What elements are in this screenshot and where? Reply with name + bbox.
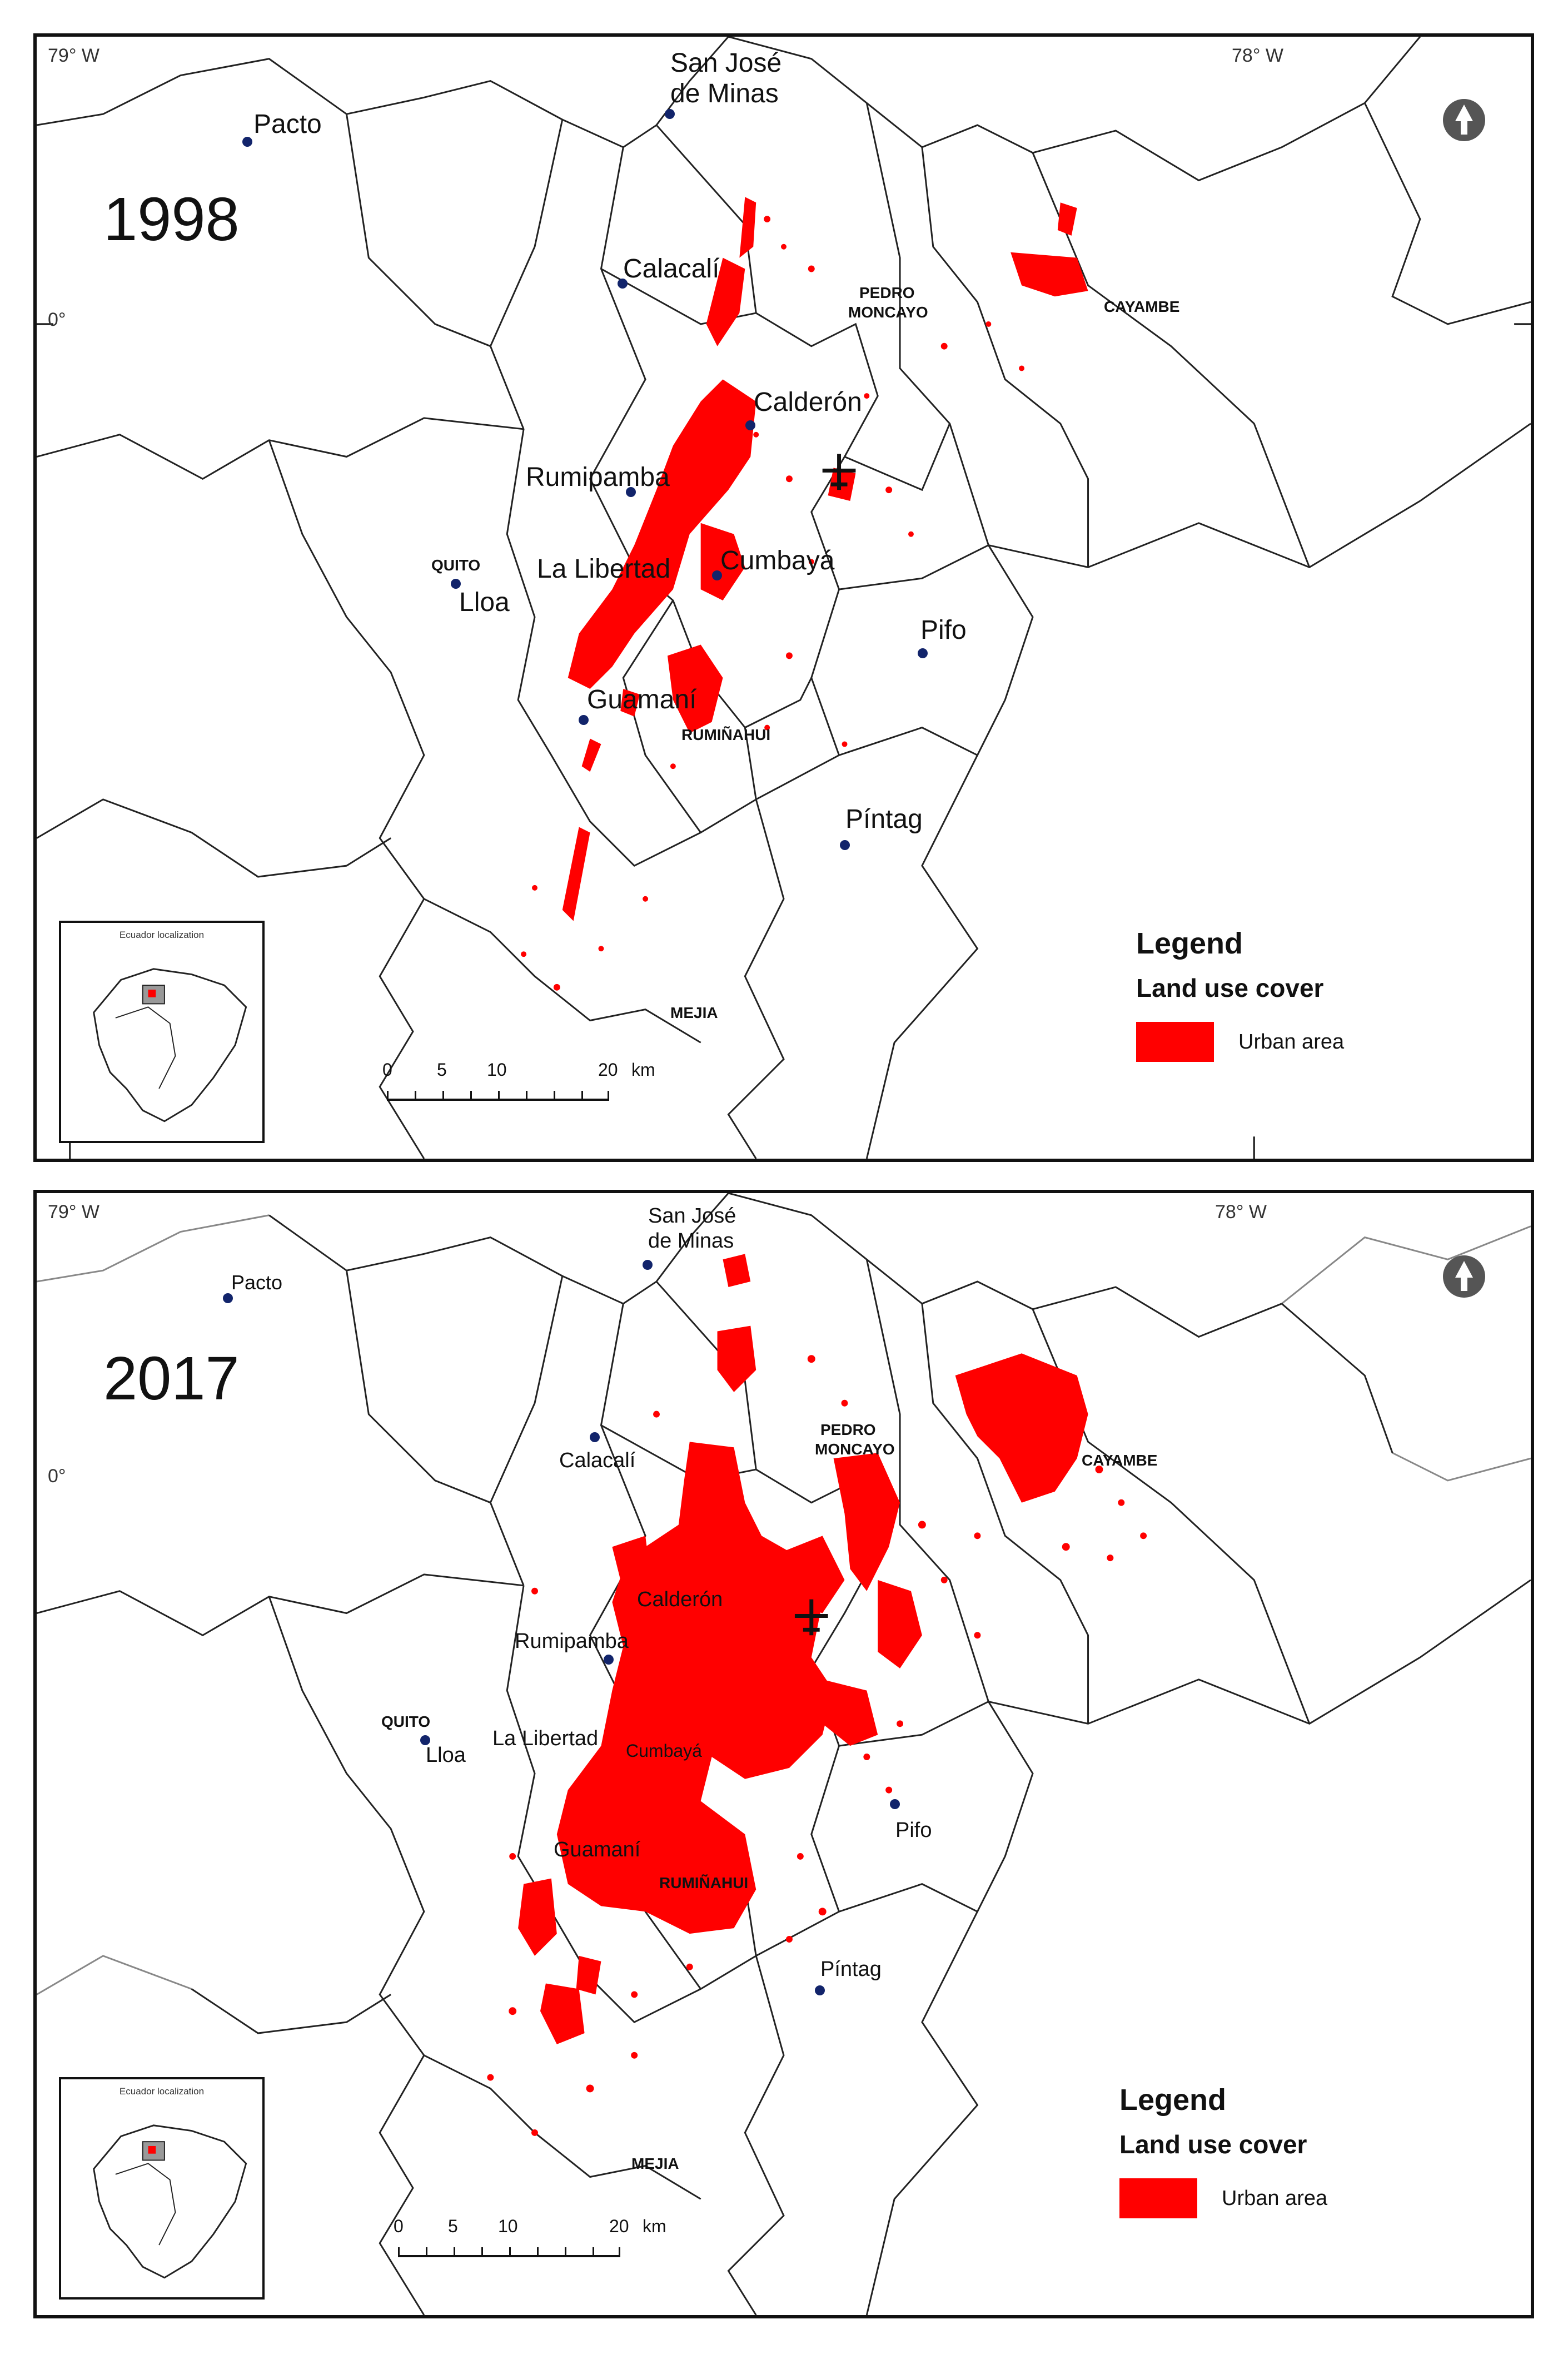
scale-tick-0: 0 [382, 1060, 392, 1080]
longitude-label-east: 78° W [1232, 45, 1283, 66]
north-arrow-icon [1443, 1255, 1485, 1298]
place-label: San José [648, 1204, 736, 1228]
place-label: Cumbayá [626, 1741, 702, 1761]
urban-area-swatch [1136, 1022, 1214, 1062]
town-marker [712, 570, 722, 580]
place-label: Calderón [637, 1588, 723, 1611]
place-label: MONCAYO [848, 304, 928, 321]
scale-tick-5: 5 [448, 2216, 458, 2236]
legend-subtitle: Land use cover [1119, 2130, 1307, 2159]
legend-item-label: Urban area [1222, 2186, 1328, 2210]
place-label: QUITO [381, 1713, 431, 1730]
town-marker [451, 579, 461, 589]
latitude-label: 0° [48, 1466, 66, 1487]
place-label: CAYAMBE [1104, 298, 1180, 315]
inset-title: Ecuador localization [119, 2086, 205, 2097]
town-marker [643, 1260, 653, 1270]
town-marker [579, 715, 589, 725]
place-label: San José [670, 48, 782, 78]
scale-bar: 0 5 10 20 km [394, 2216, 704, 2283]
ecuador-outline [93, 2124, 247, 2279]
town-marker [840, 840, 850, 850]
town-marker [745, 420, 755, 430]
place-label: Rumipamba [526, 463, 670, 492]
parish-boundaries [37, 1193, 1531, 2315]
town-marker [890, 1799, 900, 1809]
scale-bar: 0 5 10 20 km [382, 1060, 693, 1126]
place-label: PEDRO [820, 1421, 876, 1438]
ecuador-inset-map: Ecuador localization [59, 921, 265, 1143]
place-label: Lloa [459, 588, 510, 617]
place-label: de Minas [648, 1229, 734, 1253]
place-label: MEJIA [670, 1004, 718, 1021]
place-label: Pifo [895, 1819, 932, 1842]
place-label: Calacalí [559, 1449, 636, 1472]
place-label: de Minas [670, 79, 779, 108]
legend-title: Legend [1119, 2083, 1227, 2117]
scale-tick-10: 10 [487, 1060, 507, 1080]
place-label: MONCAYO [815, 1441, 895, 1458]
town-marker [815, 1985, 825, 1995]
place-label: RUMIÑAHUI [681, 726, 771, 743]
town-marker [918, 648, 928, 658]
place-label: Pacto [231, 1271, 283, 1294]
place-label: CAYAMBE [1082, 1452, 1158, 1469]
airplane-icon [794, 1599, 828, 1636]
place-label: La Libertad [537, 554, 671, 584]
legend-item-label: Urban area [1238, 1030, 1345, 1054]
longitude-label-east: 78° W [1215, 1201, 1267, 1223]
urban-area-1998 [562, 197, 1088, 921]
urban-area-2017 [518, 1254, 1088, 2044]
town-marker [242, 137, 252, 147]
place-label: Rumipamba [515, 1630, 629, 1653]
scale-tick-5: 5 [437, 1060, 447, 1080]
airplane-icon [822, 454, 856, 490]
place-label: Píntag [820, 1958, 882, 1981]
place-label: RUMIÑAHUI [659, 1874, 749, 1891]
ecuador-inset-map: Ecuador localization [59, 2077, 265, 2300]
place-label: La Libertad [492, 1727, 599, 1750]
place-label: Calacalí [623, 254, 720, 284]
scale-tick-20: 20 [609, 2216, 629, 2236]
ecuador-outline [93, 968, 247, 1123]
longitude-label-west: 79° W [48, 1201, 99, 1223]
town-marker [618, 279, 628, 289]
town-marker [590, 1432, 600, 1442]
place-label: Calderón [754, 388, 862, 417]
scale-tick-20: 20 [598, 1060, 618, 1080]
place-label: Pifo [920, 615, 967, 645]
year-title: 2017 [103, 1344, 240, 1413]
urban-area-swatch [1119, 2178, 1197, 2218]
town-marker [665, 109, 675, 119]
parish-boundaries [37, 37, 1531, 1159]
map-panel-1998: 1998 79° W 78° W 0° Pacto San José de Mi… [33, 33, 1534, 1162]
town-marker [420, 1735, 430, 1745]
place-label: Pacto [253, 110, 322, 139]
town-marker [223, 1293, 233, 1303]
legend: Legend Land use cover Urban area [1119, 2083, 1408, 2249]
north-arrow-icon [1443, 99, 1485, 141]
town-marker [604, 1655, 614, 1665]
longitude-label-west: 79° W [48, 45, 99, 66]
place-label: Guamaní [587, 685, 697, 714]
map-panel-2017: 2017 79° W 78° W 0° Pacto San José de Mi… [33, 1190, 1534, 2318]
inset-title: Ecuador localization [119, 930, 205, 940]
place-label: Lloa [426, 1744, 466, 1767]
place-label: PEDRO [859, 284, 915, 301]
place-label: Píntag [845, 804, 923, 834]
scale-unit: km [643, 2216, 666, 2236]
place-label: MEJIA [631, 2155, 679, 2172]
legend-title: Legend [1136, 927, 1243, 960]
scale-unit: km [631, 1060, 655, 1080]
scale-tick-10: 10 [498, 2216, 518, 2236]
year-title: 1998 [103, 185, 240, 254]
latitude-label: 0° [48, 309, 66, 330]
place-label: Guamaní [554, 1838, 641, 1861]
town-marker [626, 487, 636, 497]
legend-subtitle: Land use cover [1136, 974, 1324, 1002]
place-label: QUITO [431, 557, 481, 574]
place-label: Cumbayá [720, 546, 835, 575]
legend: Legend Land use cover Urban area [1136, 926, 1425, 1093]
scale-tick-0: 0 [394, 2216, 404, 2236]
